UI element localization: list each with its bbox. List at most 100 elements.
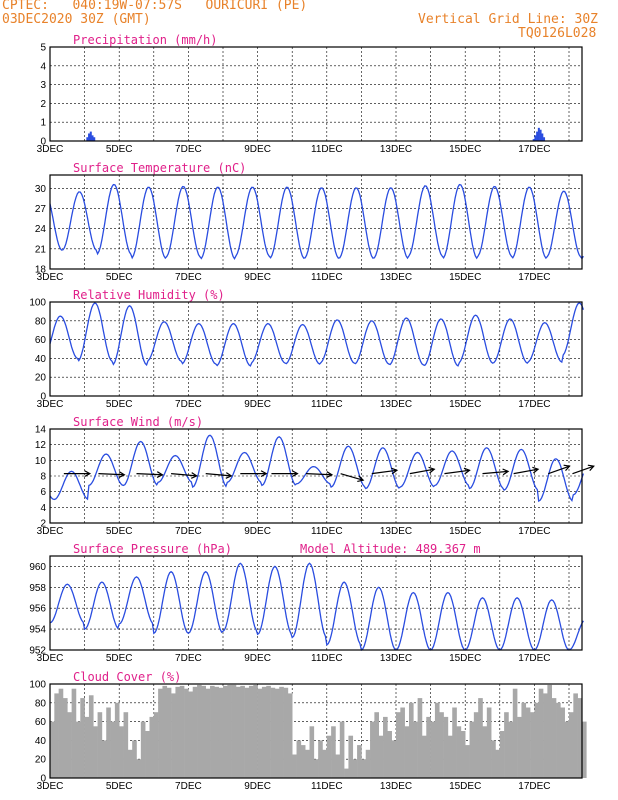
cloud-bar	[491, 740, 496, 778]
cloud-bar	[530, 712, 535, 778]
cloud-bar	[447, 735, 453, 778]
cloud-bar	[127, 749, 133, 778]
x-tick-label: 9DEC	[244, 653, 271, 664]
y-tick-label: 2	[40, 519, 46, 530]
cloud-bar	[543, 693, 548, 778]
wind-vector-head	[587, 464, 595, 472]
x-tick-label: 13DEC	[380, 272, 412, 283]
cloud-bar	[434, 702, 440, 778]
cloud-bar	[504, 712, 509, 778]
cloud-bar	[54, 693, 59, 778]
cloud-bar	[499, 731, 505, 778]
cloud-bar	[58, 688, 64, 778]
cloud-bar	[158, 688, 163, 778]
x-tick-label: 7DEC	[175, 144, 202, 155]
cloud-bar	[443, 716, 449, 778]
cloud-bar	[192, 686, 198, 778]
wind-vector	[136, 473, 163, 476]
cloud-bar	[123, 712, 129, 778]
cloud-bar	[287, 693, 293, 778]
cloud-bar	[162, 685, 168, 778]
x-tick-label: 11DEC	[311, 272, 343, 283]
cloud-bar	[357, 745, 362, 778]
y-tick-label: 20	[35, 373, 47, 384]
cloud-bar	[223, 685, 228, 778]
cloud-bar	[538, 688, 544, 778]
x-tick-label: 9DEC	[244, 272, 271, 283]
cloud-bar	[534, 702, 540, 778]
x-tick-label: 3DEC	[37, 781, 64, 792]
cloud-bar	[305, 749, 310, 778]
panel-title: Cloud Cover (%)	[73, 670, 181, 684]
panel-title: Surface Wind (m/s)	[73, 415, 203, 429]
x-tick-label: 7DEC	[175, 399, 202, 410]
x-tick-label: 15DEC	[449, 526, 481, 537]
cloud-bar	[188, 691, 194, 778]
x-tick-label: 13DEC	[380, 526, 412, 537]
series-line	[49, 562, 584, 652]
y-tick-label: 958	[29, 583, 46, 594]
y-tick-label: 27	[35, 204, 47, 215]
cloud-bar	[110, 721, 116, 778]
wind-vector-head	[190, 472, 198, 479]
panel-title: Precipitation (mm/h)	[73, 33, 218, 47]
panel-1: 18 21 24 27 30 Surface Temperature (nC) 3DEC 5D…	[35, 161, 584, 283]
cloud-bar	[201, 685, 206, 778]
y-tick-label: 10	[35, 456, 47, 467]
cloud-bar	[469, 721, 475, 778]
cloud-bar	[417, 698, 423, 778]
y-tick-label: 5	[40, 43, 46, 54]
wind-vector	[409, 468, 435, 475]
y-tick-label: 30	[35, 184, 47, 195]
cloud-bar	[326, 735, 332, 778]
series-line	[49, 183, 584, 261]
header-run: 03DEC2020 30Z (GMT)	[2, 12, 151, 27]
cloud-bar	[214, 686, 219, 778]
cloud-bar	[564, 721, 570, 778]
wind-vector-head	[326, 471, 334, 478]
cloud-bar	[573, 693, 578, 778]
x-tick-label: 17DEC	[518, 144, 550, 155]
cloud-bar	[235, 686, 241, 778]
cloud-bar	[114, 702, 120, 778]
x-tick-label: 5DEC	[106, 399, 133, 410]
cloud-bar	[465, 745, 470, 778]
panel-frame	[49, 428, 583, 524]
precip-bar	[91, 135, 94, 141]
y-tick-label: 100	[29, 298, 46, 309]
header-grid-note: Vertical Grid Line: 30Z	[418, 12, 599, 27]
cloud-bar	[486, 707, 492, 778]
y-tick-label: 80	[35, 316, 47, 327]
precip-bar	[539, 129, 542, 141]
y-tick-label: 952	[29, 646, 46, 657]
cloud-bar	[396, 712, 401, 778]
cloud-bar	[348, 735, 354, 778]
y-tick-label: 40	[35, 736, 47, 747]
wind-vector-head	[260, 470, 268, 478]
cloud-bar	[400, 707, 405, 778]
cloud-bar	[67, 712, 72, 778]
x-tick-label: 17DEC	[518, 653, 550, 664]
y-tick-label: 4	[40, 61, 46, 72]
panel-title: Relative Humidity (%)	[73, 288, 225, 302]
cloud-bar	[97, 712, 103, 778]
y-tick-label: 14	[35, 425, 47, 436]
cloud-bar	[205, 688, 211, 778]
cloud-bar	[473, 712, 479, 778]
cloud-bar	[300, 745, 306, 778]
x-tick-label: 9DEC	[244, 781, 271, 792]
x-tick-label: 13DEC	[380, 781, 412, 792]
x-tick-label: 13DEC	[380, 399, 412, 410]
cloud-bar	[279, 686, 284, 778]
cloud-bar	[171, 693, 176, 778]
cloud-bar	[106, 707, 111, 778]
panel-2: 0 20 40 60 80 100 Relative Humidity (%) 3DEC 5DE…	[29, 288, 585, 410]
wind-vector-head	[156, 471, 164, 478]
cloud-bar	[404, 726, 410, 778]
cloud-bar	[210, 685, 215, 778]
cloud-bar	[322, 749, 328, 778]
panel-4: 952 954 956 958 960 Surface Pressure (hPa) Mod…	[29, 542, 584, 664]
cloud-bar	[426, 716, 431, 778]
cloud-bar	[248, 685, 254, 778]
